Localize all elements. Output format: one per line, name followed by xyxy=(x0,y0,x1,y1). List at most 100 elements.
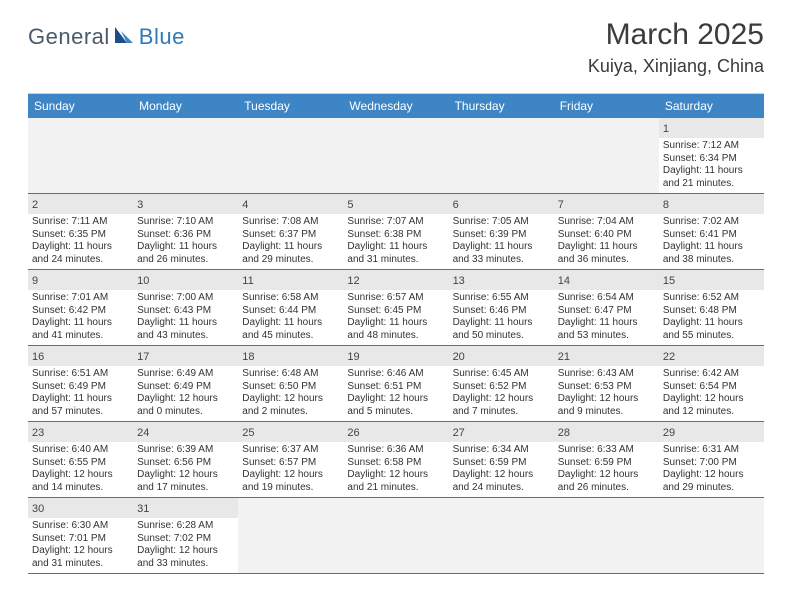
daylight-text: Daylight: 11 hours and 48 minutes. xyxy=(347,317,444,342)
sunset-text: Sunset: 6:40 PM xyxy=(558,229,655,242)
sunset-text: Sunset: 6:59 PM xyxy=(558,457,655,470)
daylight-text: Daylight: 11 hours and 33 minutes. xyxy=(453,241,550,266)
logo-text-blue: Blue xyxy=(139,24,185,50)
sunrise-text: Sunrise: 6:51 AM xyxy=(32,368,129,381)
day-number: 20 xyxy=(453,351,465,363)
daylight-text: Daylight: 11 hours and 43 minutes. xyxy=(137,317,234,342)
calendar-cell: 10 Sunrise: 7:00 AMSunset: 6:43 PMDayligh… xyxy=(133,270,238,346)
sunset-text: Sunset: 7:02 PM xyxy=(137,533,234,546)
calendar-cell: 17Sunrise: 6:49 AMSunset: 6:49 PMDayligh… xyxy=(133,346,238,422)
calendar-cell: 8Sunrise: 7:02 AMSunset: 6:41 PMDaylight… xyxy=(659,194,764,270)
sunrise-text: Sunrise: 7:00 AM xyxy=(137,292,234,305)
daylight-text: Daylight: 11 hours and 50 minutes. xyxy=(453,317,550,342)
daylight-text: Daylight: 11 hours and 53 minutes. xyxy=(558,317,655,342)
dow-wednesday: Wednesday xyxy=(343,94,448,118)
sunset-text: Sunset: 6:39 PM xyxy=(453,229,550,242)
calendar-cell: 4Sunrise: 7:08 AMSunset: 6:37 PMDaylight… xyxy=(238,194,343,270)
day-number: 7 xyxy=(558,199,564,211)
calendar-cell: 2 Sunrise: 7:11 AMSunset: 6:35 PMDaylight… xyxy=(28,194,133,270)
calendar-cell: 9Sunrise: 7:01 AMSunset: 6:42 PMDaylight… xyxy=(28,270,133,346)
daynum-row: 4 xyxy=(238,194,343,214)
week-row: 9Sunrise: 7:01 AMSunset: 6:42 PMDaylight… xyxy=(28,270,764,346)
calendar-cell-blank xyxy=(449,498,554,574)
day-number: 12 xyxy=(347,275,359,287)
sunset-text: Sunset: 6:48 PM xyxy=(663,305,760,318)
calendar-cell-blank xyxy=(28,118,133,194)
day-number: 3 xyxy=(137,199,143,211)
sunset-text: Sunset: 6:58 PM xyxy=(347,457,444,470)
month-title: March 2025 xyxy=(588,18,764,52)
daynum-row: 3 xyxy=(133,194,238,214)
calendar-cell-blank xyxy=(659,498,764,574)
day-number: 18 xyxy=(242,351,254,363)
day-number: 16 xyxy=(32,351,44,363)
day-number: 10 xyxy=(137,275,149,287)
daylight-text: Daylight: 12 hours and 14 minutes. xyxy=(32,469,129,494)
dow-friday: Friday xyxy=(554,94,659,118)
daylight-text: Daylight: 11 hours and 21 minutes. xyxy=(663,165,760,190)
sunset-text: Sunset: 6:35 PM xyxy=(32,229,129,242)
daylight-text: Daylight: 12 hours and 17 minutes. xyxy=(137,469,234,494)
daylight-text: Daylight: 11 hours and 55 minutes. xyxy=(663,317,760,342)
location-subtitle: Kuiya, Xinjiang, China xyxy=(588,56,764,77)
day-number: 15 xyxy=(663,275,675,287)
daynum-row: 9 xyxy=(28,270,133,290)
sunset-text: Sunset: 6:49 PM xyxy=(137,381,234,394)
daynum-row: 5 xyxy=(343,194,448,214)
daylight-text: Daylight: 12 hours and 29 minutes. xyxy=(663,469,760,494)
sunset-text: Sunset: 6:53 PM xyxy=(558,381,655,394)
daynum-row: 10 xyxy=(133,270,238,290)
sunrise-text: Sunrise: 6:49 AM xyxy=(137,368,234,381)
daylight-text: Daylight: 12 hours and 19 minutes. xyxy=(242,469,339,494)
sunrise-text: Sunrise: 6:52 AM xyxy=(663,292,760,305)
day-number: 14 xyxy=(558,275,570,287)
daynum-row: 13 xyxy=(449,270,554,290)
daynum-row: 20 xyxy=(449,346,554,366)
day-number: 2 xyxy=(32,199,38,211)
calendar-cell: 11Sunrise: 6:58 AMSunset: 6:44 PMDayligh… xyxy=(238,270,343,346)
calendar-cell: 25 Sunrise: 6:37 AMSunset: 6:57 PMDayligh… xyxy=(238,422,343,498)
header: General Blue March 2025 Kuiya, Xinjiang,… xyxy=(0,0,792,85)
calendar-cell-blank xyxy=(554,498,659,574)
day-number: 25 xyxy=(242,427,254,439)
dow-sunday: Sunday xyxy=(28,94,133,118)
daynum-row: 15 xyxy=(659,270,764,290)
sunrise-text: Sunrise: 6:43 AM xyxy=(558,368,655,381)
sunset-text: Sunset: 6:43 PM xyxy=(137,305,234,318)
daylight-text: Daylight: 12 hours and 33 minutes. xyxy=(137,545,234,570)
sunset-text: Sunset: 6:59 PM xyxy=(453,457,550,470)
daylight-text: Daylight: 11 hours and 41 minutes. xyxy=(32,317,129,342)
calendar-cell: 15 Sunrise: 6:52 AMSunset: 6:48 PMDayligh… xyxy=(659,270,764,346)
daynum-row: 31 xyxy=(133,498,238,518)
daylight-text: Daylight: 11 hours and 24 minutes. xyxy=(32,241,129,266)
sunset-text: Sunset: 6:44 PM xyxy=(242,305,339,318)
daynum-row: 19 xyxy=(343,346,448,366)
daynum-row: 1 xyxy=(659,118,764,138)
sunrise-text: Sunrise: 6:54 AM xyxy=(558,292,655,305)
daynum-row: 21 xyxy=(554,346,659,366)
sunset-text: Sunset: 6:52 PM xyxy=(453,381,550,394)
sunrise-text: Sunrise: 7:11 AM xyxy=(32,216,129,229)
calendar-cell: 29Sunrise: 6:31 AMSunset: 7:00 PMDayligh… xyxy=(659,422,764,498)
sunrise-text: Sunrise: 6:42 AM xyxy=(663,368,760,381)
calendar-cell-blank xyxy=(238,118,343,194)
sunset-text: Sunset: 6:34 PM xyxy=(663,153,760,166)
daynum-row: 12 xyxy=(343,270,448,290)
sunrise-text: Sunrise: 6:30 AM xyxy=(32,520,129,533)
day-number: 30 xyxy=(32,503,44,515)
calendar-cell: 18Sunrise: 6:48 AMSunset: 6:50 PMDayligh… xyxy=(238,346,343,422)
daynum-row: 22 xyxy=(659,346,764,366)
sunrise-text: Sunrise: 7:01 AM xyxy=(32,292,129,305)
sunset-text: Sunset: 6:54 PM xyxy=(663,381,760,394)
daylight-text: Daylight: 12 hours and 9 minutes. xyxy=(558,393,655,418)
sunset-text: Sunset: 6:57 PM xyxy=(242,457,339,470)
sunrise-text: Sunrise: 6:37 AM xyxy=(242,444,339,457)
sunset-text: Sunset: 6:45 PM xyxy=(347,305,444,318)
daylight-text: Daylight: 12 hours and 31 minutes. xyxy=(32,545,129,570)
sunrise-text: Sunrise: 6:31 AM xyxy=(663,444,760,457)
dow-saturday: Saturday xyxy=(659,94,764,118)
daylight-text: Daylight: 11 hours and 26 minutes. xyxy=(137,241,234,266)
day-number: 22 xyxy=(663,351,675,363)
daylight-text: Daylight: 12 hours and 24 minutes. xyxy=(453,469,550,494)
sunrise-text: Sunrise: 6:28 AM xyxy=(137,520,234,533)
